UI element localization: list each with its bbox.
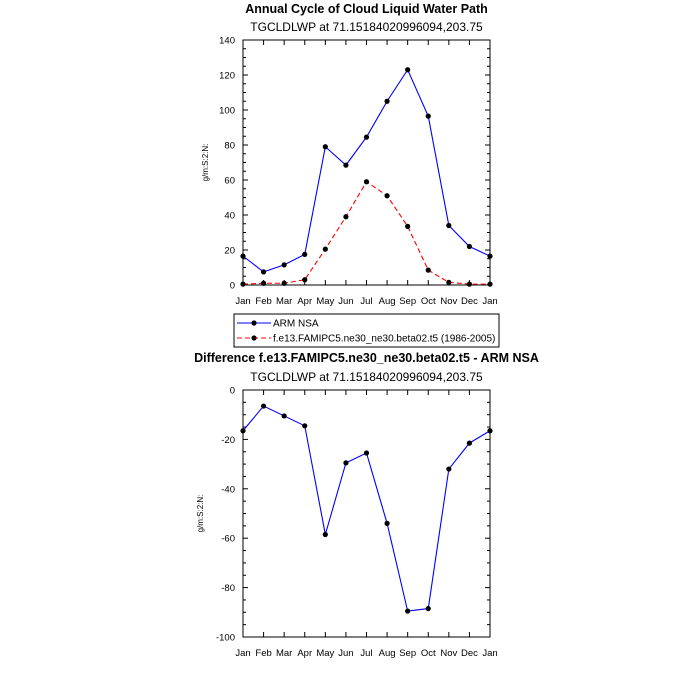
x-tick-label: Apr xyxy=(297,296,312,307)
series-0-point xyxy=(281,262,287,268)
x-tick-label: Oct xyxy=(421,648,436,659)
series-line-1 xyxy=(242,180,490,285)
series-0-point xyxy=(446,222,452,229)
series-1-point xyxy=(425,267,431,273)
series-0-point xyxy=(487,253,493,259)
chart-subtitle: TGCLDLWP at 71.15184020996094,203.75 xyxy=(250,20,483,34)
legend-label-1: f.e13.FAMIPC5.ne30_ne30.beta02.t5 (1986-… xyxy=(273,334,495,345)
series-0-point xyxy=(302,251,308,257)
x-tick-label: Aug xyxy=(379,296,396,307)
x-tick-label: Dec xyxy=(461,648,478,659)
series-1-point xyxy=(281,280,287,286)
series-1-point xyxy=(466,281,473,287)
series-1-point xyxy=(384,193,390,199)
series-1-point xyxy=(446,279,452,285)
y-tick-label: 80 xyxy=(224,141,235,152)
x-tick-label: Jan xyxy=(482,296,497,307)
x-tick-label: Nov xyxy=(440,648,457,659)
x-tick-label: May xyxy=(316,296,334,307)
y-tick-label: 60 xyxy=(224,176,235,187)
legend-marker-1 xyxy=(251,335,257,341)
x-tick-label: Oct xyxy=(421,296,436,307)
series-0-point xyxy=(260,403,267,409)
x-tick-label: Mar xyxy=(276,648,292,659)
y-tick-label: 100 xyxy=(219,106,235,117)
series-0-point xyxy=(384,98,390,104)
x-tick-label: Jun xyxy=(338,296,353,307)
series-0-point xyxy=(405,67,411,73)
series-0-point xyxy=(343,162,349,168)
x-tick-label: Dec xyxy=(461,296,478,307)
series-1-point xyxy=(260,280,267,286)
x-tick-label: Jan xyxy=(482,648,497,659)
series-0-point xyxy=(302,423,308,429)
chart-title: Difference f.e13.FAMIPC5.ne30_ne30.beta0… xyxy=(194,351,539,365)
plot-frame xyxy=(242,389,491,638)
x-tick-label: Jan xyxy=(235,296,250,307)
series-0-point xyxy=(425,113,431,119)
x-tick-label: Jul xyxy=(360,648,372,659)
chart-subtitle: TGCLDLWP at 71.15184020996094,203.75 xyxy=(250,370,483,384)
x-tick-label: Feb xyxy=(255,648,271,659)
series-1-point xyxy=(487,281,493,287)
y-tick-label: -60 xyxy=(221,534,235,545)
x-tick-label: Jul xyxy=(360,296,372,307)
plot-frame xyxy=(242,39,491,286)
series-0-point xyxy=(322,531,328,538)
series-1-point xyxy=(343,214,349,220)
series-0-point xyxy=(363,450,370,456)
y-tick-label: -40 xyxy=(221,484,235,495)
y-axis-label: g/m:S:2:N: xyxy=(196,495,205,533)
series-0-point xyxy=(384,520,390,526)
series-0-point xyxy=(425,605,431,612)
series-line-0 xyxy=(242,405,491,612)
x-tick-label: Sep xyxy=(399,296,416,307)
series-0-point xyxy=(487,428,493,434)
series-1-point xyxy=(302,277,308,283)
y-tick-label: 40 xyxy=(224,211,235,222)
series-1-point xyxy=(363,179,370,185)
series-1-point xyxy=(240,281,246,287)
chart-title: Annual Cycle of Cloud Liquid Water Path xyxy=(245,2,488,16)
series-0-point xyxy=(446,466,452,472)
y-tick-label: 0 xyxy=(230,386,235,397)
series-0-point xyxy=(343,460,349,466)
x-tick-label: May xyxy=(316,648,334,659)
series-1-point xyxy=(405,223,411,229)
y-tick-label: 0 xyxy=(230,281,235,292)
y-tick-label: -20 xyxy=(221,435,235,446)
x-tick-label: Sep xyxy=(399,648,416,659)
x-tick-label: Jun xyxy=(338,648,353,659)
legend-label-0: ARM NSA xyxy=(273,319,319,330)
x-tick-label: Aug xyxy=(379,648,396,659)
series-0-point xyxy=(240,428,246,434)
series-0-point xyxy=(240,253,246,259)
legend-box xyxy=(233,313,500,348)
series-0-point xyxy=(466,440,473,446)
y-tick-label: 140 xyxy=(219,36,235,47)
series-0-point xyxy=(260,269,267,275)
series-0-point xyxy=(363,134,370,140)
x-tick-label: Nov xyxy=(440,296,457,307)
x-tick-label: Jan xyxy=(235,648,250,659)
series-1-point xyxy=(322,246,328,252)
series-0-point xyxy=(405,608,411,614)
x-tick-label: Apr xyxy=(297,648,312,659)
series-line-0 xyxy=(242,68,491,273)
legend-marker-0 xyxy=(251,320,257,326)
y-tick-label: -80 xyxy=(221,583,235,594)
x-tick-label: Feb xyxy=(255,296,271,307)
y-tick-label: 120 xyxy=(219,71,235,82)
series-0-point xyxy=(466,243,473,250)
series-0-point xyxy=(322,144,328,150)
series-0-point xyxy=(281,413,287,419)
y-axis-label: g/m:S:2:N: xyxy=(201,144,210,182)
y-tick-label: -100 xyxy=(216,633,235,644)
x-tick-label: Mar xyxy=(276,296,292,307)
y-tick-label: 20 xyxy=(224,246,235,257)
